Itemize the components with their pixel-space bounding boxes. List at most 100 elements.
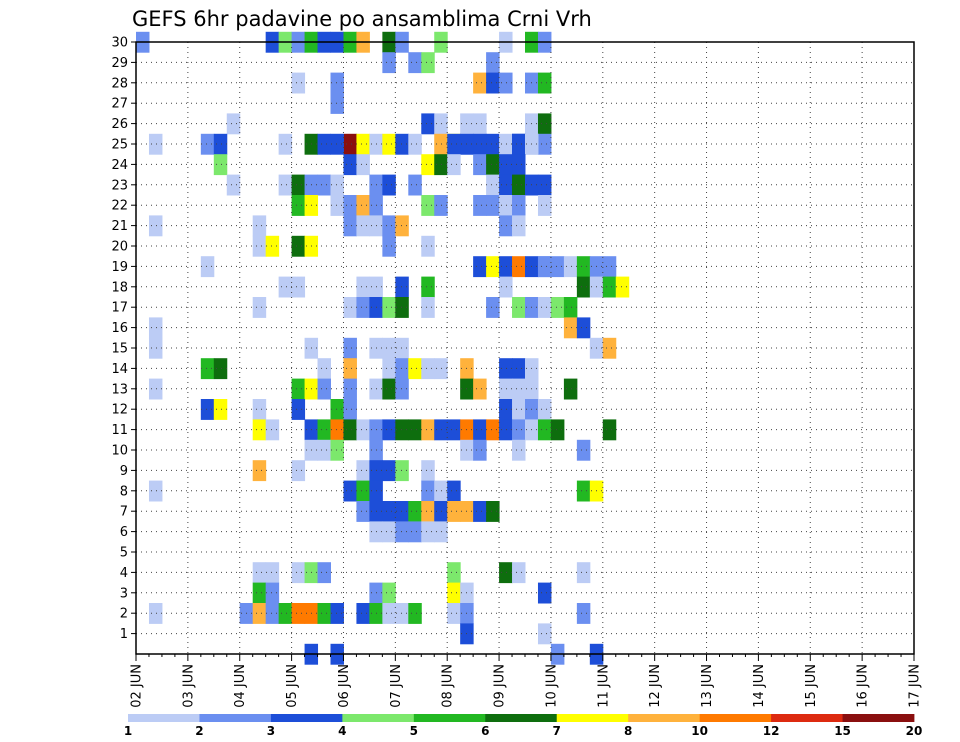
cell-174 bbox=[291, 378, 306, 400]
color-legend: 1 2 3 4 5 6 7 8 10 12 15 20 bbox=[124, 714, 922, 738]
cell-74 bbox=[317, 174, 331, 196]
cell-26 bbox=[330, 93, 344, 114]
cell-143 bbox=[486, 297, 500, 318]
cell-186 bbox=[563, 378, 578, 400]
legend-swatch-1 bbox=[199, 714, 272, 722]
ytick-label-10: 10 bbox=[111, 444, 128, 459]
cell-202 bbox=[343, 419, 357, 441]
cell-183 bbox=[499, 378, 513, 400]
cell-214 bbox=[499, 419, 513, 441]
cell-162 bbox=[317, 358, 331, 380]
cell-95 bbox=[512, 195, 526, 216]
cell-280 bbox=[265, 603, 280, 624]
cell-41 bbox=[356, 133, 370, 155]
cell-65 bbox=[447, 154, 461, 176]
cell-279 bbox=[252, 603, 267, 624]
ytick-label-24: 24 bbox=[111, 158, 128, 173]
cell-277 bbox=[148, 603, 163, 624]
cell-257 bbox=[395, 521, 409, 543]
cell-161 bbox=[213, 358, 228, 380]
cell-102 bbox=[382, 215, 396, 237]
cell-229 bbox=[291, 460, 306, 482]
ytick-label-6: 6 bbox=[120, 525, 128, 540]
cell-87 bbox=[343, 195, 357, 216]
cell-212 bbox=[473, 419, 487, 441]
legend-swatch-4 bbox=[413, 714, 486, 722]
cell-234 bbox=[421, 460, 435, 482]
cell-47 bbox=[434, 133, 448, 155]
legend-label-5: 5 bbox=[410, 724, 418, 738]
cell-167 bbox=[421, 358, 435, 380]
ytick-label-17: 17 bbox=[111, 301, 128, 316]
cell-37 bbox=[278, 133, 293, 155]
cell-56 bbox=[447, 133, 461, 155]
cell-230 bbox=[356, 460, 370, 482]
xtick-label-15: 17 JUN bbox=[908, 664, 923, 708]
ytick-label-15: 15 bbox=[111, 342, 128, 357]
xtick-label-14: 16 JUN bbox=[856, 664, 871, 708]
ytick-label-11: 11 bbox=[111, 423, 128, 438]
cell-253 bbox=[473, 501, 487, 522]
ytick-label-14: 14 bbox=[111, 362, 128, 377]
cell-194 bbox=[512, 399, 526, 420]
cell-88 bbox=[356, 195, 370, 216]
cell-170 bbox=[499, 358, 513, 380]
cell-184 bbox=[512, 378, 526, 400]
legend-swatch-5 bbox=[485, 714, 558, 722]
ytick-label-21: 21 bbox=[111, 219, 128, 234]
cell-136 bbox=[252, 297, 267, 318]
cell-15 bbox=[382, 52, 396, 74]
cell-77 bbox=[382, 174, 396, 196]
cell-146 bbox=[537, 297, 552, 318]
cell-108 bbox=[291, 235, 306, 257]
cell-97 bbox=[148, 215, 163, 237]
cell-215 bbox=[512, 419, 526, 441]
cell-189 bbox=[252, 399, 267, 420]
legend-label-6: 6 bbox=[481, 724, 489, 738]
cell-201 bbox=[330, 419, 344, 441]
cell-81 bbox=[512, 174, 526, 196]
legend-label-7: 7 bbox=[553, 724, 561, 738]
cell-96 bbox=[537, 195, 552, 216]
cell-152 bbox=[148, 337, 163, 359]
cell-114 bbox=[486, 256, 500, 278]
cell-94 bbox=[499, 195, 513, 216]
xtick-label-3: 05 JUN bbox=[285, 664, 300, 708]
y-axis: 1234567891011121314151617181920212223242… bbox=[111, 36, 136, 642]
cell-23 bbox=[499, 72, 513, 94]
cell-290 bbox=[408, 603, 422, 624]
legend-swatch-2 bbox=[270, 714, 343, 722]
legend-label-8: 8 bbox=[624, 724, 632, 738]
cell-286 bbox=[356, 603, 370, 624]
cell-106 bbox=[252, 235, 267, 257]
ytick-label-19: 19 bbox=[111, 260, 128, 275]
legend-label-2: 2 bbox=[195, 724, 203, 738]
cell-179 bbox=[382, 378, 396, 400]
cell-115 bbox=[499, 256, 513, 278]
cell-237 bbox=[356, 480, 370, 502]
legend-swatch-10 bbox=[842, 714, 915, 722]
cell-83 bbox=[537, 174, 552, 196]
legend-label-12: 12 bbox=[763, 724, 780, 738]
xtick-label-7: 09 JUN bbox=[493, 664, 508, 708]
cell-16 bbox=[408, 52, 422, 74]
ytick-label-8: 8 bbox=[120, 484, 128, 499]
cell-267 bbox=[499, 562, 513, 584]
ytick-label-26: 26 bbox=[111, 117, 128, 132]
cell-137 bbox=[343, 297, 357, 318]
cell-166 bbox=[408, 358, 422, 380]
ytick-label-1: 1 bbox=[120, 627, 128, 642]
cell-134 bbox=[602, 276, 617, 298]
cell-241 bbox=[447, 480, 461, 502]
cell-200 bbox=[317, 419, 331, 441]
cell-125 bbox=[278, 276, 293, 298]
legend-swatch-0 bbox=[128, 714, 200, 722]
cell-251 bbox=[447, 501, 461, 522]
cell-285 bbox=[330, 603, 344, 624]
cell-168 bbox=[434, 358, 448, 380]
cell-33 bbox=[537, 113, 552, 135]
cell-132 bbox=[576, 276, 591, 298]
cell-218 bbox=[550, 419, 565, 441]
cell-78 bbox=[408, 174, 422, 196]
cell-148 bbox=[563, 297, 578, 318]
